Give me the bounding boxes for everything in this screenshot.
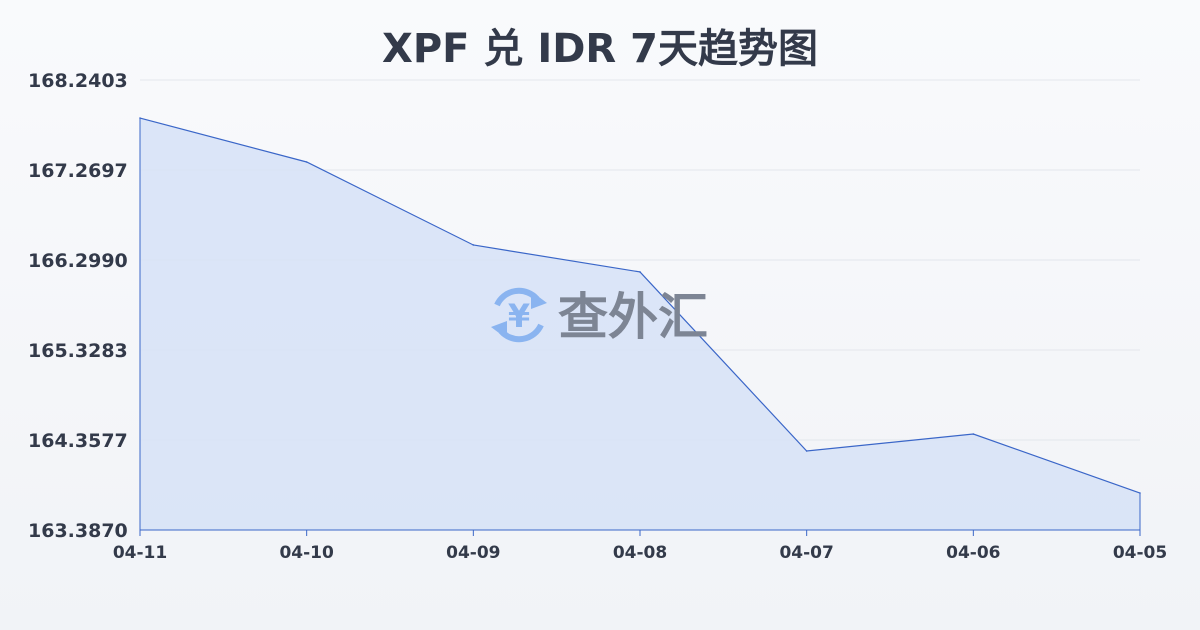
x-tick-label: 04-10 xyxy=(279,543,334,563)
y-tick-label: 163.3870 xyxy=(28,520,128,542)
y-tick-label: 168.2403 xyxy=(28,70,128,92)
watermark-text: 查外汇 xyxy=(558,288,708,346)
y-tick-label: 166.2990 xyxy=(28,250,128,272)
data-point xyxy=(639,271,641,273)
y-tick-label: 167.2697 xyxy=(28,160,128,182)
x-tick-label: 04-11 xyxy=(113,543,167,563)
data-point xyxy=(139,117,141,119)
x-tick-label: 04-09 xyxy=(446,543,500,563)
watermark: ¥ 查外汇 xyxy=(491,287,708,346)
y-tick-label: 164.3577 xyxy=(28,430,128,452)
data-point xyxy=(972,433,975,435)
data-point xyxy=(305,161,308,163)
x-tick-label: 04-08 xyxy=(613,543,667,563)
yen-exchange-icon: ¥ xyxy=(491,287,547,343)
x-tick-label: 04-06 xyxy=(946,543,1000,563)
data-point xyxy=(472,244,475,246)
chart-title: XPF 兑 IDR 7天趋势图 xyxy=(382,26,818,72)
area-fill xyxy=(140,118,1140,531)
svg-text:¥: ¥ xyxy=(508,297,530,335)
x-tick-label: 04-05 xyxy=(1113,543,1167,563)
data-point xyxy=(805,450,808,452)
x-tick-label: 04-07 xyxy=(779,543,833,563)
y-tick-label: 165.3283 xyxy=(28,340,128,362)
data-point xyxy=(1139,492,1141,494)
